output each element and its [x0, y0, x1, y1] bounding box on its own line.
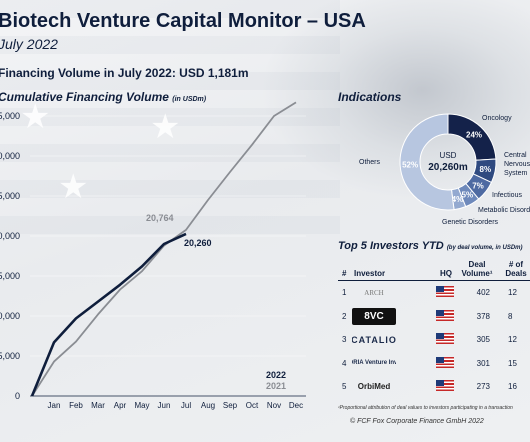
num-deals-value: 12 — [508, 288, 517, 297]
investor-row-2: 2 8VC 378 8 — [338, 305, 530, 329]
flag-background — [0, 0, 340, 250]
investors-table: # Investor HQ Deal Volume¹ # of Deals 1 … — [338, 256, 530, 399]
arch-logo: ARCH — [364, 288, 384, 297]
financing-volume-text: Financing Volume in July 2022: USD 1,181… — [0, 66, 249, 80]
x-tick-label: Feb — [69, 401, 83, 410]
deal-volume-value: 273 — [476, 382, 490, 391]
investor-rank: 1 — [342, 288, 347, 297]
header-investor: Investor — [354, 269, 386, 278]
orbimed-logo: OrbiMed — [357, 382, 391, 391]
y-tick-label: 25,000 — [0, 191, 20, 201]
x-tick-label: Apr — [114, 401, 127, 410]
data-label-2021: 20,764 — [146, 213, 174, 223]
x-tick-label: Jul — [181, 401, 191, 410]
investor-rank: 3 — [342, 335, 347, 344]
investor-row-4: 4 ALEXANDRIA Venture Investments 301 15 — [338, 352, 530, 376]
label-infectious: Infectious — [492, 192, 522, 199]
label-metabolic: Metabolic Disorders — [478, 207, 530, 214]
x-tick-label: Nov — [267, 401, 281, 410]
header-rank: # — [342, 269, 347, 278]
donut-pct-label: 7% — [472, 181, 484, 190]
investor-row-5: 5 OrbiMed 273 16 — [338, 375, 530, 399]
num-deals-value: 15 — [508, 358, 517, 368]
donut-slice-others — [399, 113, 455, 211]
indications-title: Indications — [338, 90, 402, 104]
y-tick-label: 10,000 — [0, 311, 20, 321]
y-tick-label: 0 — [15, 391, 20, 401]
page-subtitle: July 2022 — [0, 36, 58, 52]
cumulative-volume-chart: 0 5,000 10,000 15,000 20,000 25,000 30,000 35,0… — [0, 101, 306, 410]
legend-2021: 2021 — [266, 381, 286, 391]
investors-footnote: ¹Proportional attribution of deal values… — [338, 405, 513, 411]
alexandria-logo: ALEXANDRIA Venture Investments — [352, 360, 396, 366]
data-label-2022: 20,260 — [184, 238, 212, 248]
num-deals-value: 16 — [508, 382, 517, 391]
us-flag-icon — [436, 333, 454, 344]
legend-2022: 2022 — [266, 370, 286, 380]
8vc-logo: 8VC — [352, 307, 396, 325]
x-tick-label: Aug — [201, 401, 215, 410]
cumulative-chart-title-text: Cumulative Financing Volume — [0, 90, 169, 104]
us-flag-icon — [436, 380, 454, 391]
top-investors-title-sub: (by deal volume, in USDm) — [446, 245, 523, 251]
label-cns: Central Nervous System — [504, 152, 530, 177]
investor-rank: 4 — [342, 358, 347, 368]
investor-rank: 5 — [342, 382, 347, 391]
donut-pct-label: 24% — [466, 130, 482, 139]
us-flag-icon — [436, 356, 454, 368]
investor-row-1: 1 ARCH 402 12 — [338, 281, 530, 305]
header-num-deals: # of Deals — [505, 260, 527, 278]
donut-pct-label: 5% — [462, 191, 474, 200]
deal-volume-value: 305 — [476, 335, 490, 344]
indications-donut-chart: 24% 8% 7%5%4% 52% USD 20,260m Oncology Central N… — [359, 113, 530, 226]
num-deals-value: 8 — [508, 311, 513, 321]
header-hq: HQ — [440, 269, 452, 278]
y-tick-label: 35,000 — [0, 111, 20, 121]
x-tick-label: Mar — [91, 401, 105, 410]
star-decoration-2: ★ — [58, 168, 89, 206]
donut-pct-label: 52% — [402, 160, 418, 169]
donut-pct-label: 4% — [452, 195, 464, 204]
label-oncology: Oncology — [482, 115, 512, 122]
investor-rank: 2 — [342, 311, 347, 321]
cumulative-chart-title: Cumulative Financing Volume (in USDm) — [0, 90, 206, 104]
top-investors-title: Top 5 Investors YTD (by deal volume, in … — [338, 240, 523, 252]
label-genetic: Genetic Disorders — [442, 219, 499, 226]
y-tick-label: 15,000 — [0, 271, 20, 281]
cumulative-chart-unit: (in USDm) — [172, 96, 207, 103]
deal-volume-value: 378 — [476, 311, 490, 321]
deal-volume-value: 402 — [476, 288, 490, 297]
page-title: Biotech Venture Capital Monitor – USA — [0, 10, 366, 32]
donut-center-unit: USD — [440, 151, 457, 160]
x-tick-label: May — [134, 401, 149, 410]
x-tick-label: Jan — [48, 401, 61, 410]
x-tick-label: Jun — [158, 401, 171, 410]
series-line-2021 — [31, 101, 297, 397]
x-tick-label: Oct — [246, 401, 259, 410]
series-line-2022 — [30, 232, 187, 397]
donut-center-value: 20,260m — [428, 162, 468, 173]
us-flag-icon — [436, 309, 454, 321]
x-tick-label: Dec — [289, 401, 303, 410]
y-tick-label: 30,000 — [0, 151, 20, 161]
x-tick-label: Sep — [223, 401, 238, 410]
label-others: Others — [359, 159, 381, 166]
num-deals-value: 12 — [508, 335, 517, 344]
y-tick-label: 5,000 — [0, 351, 20, 361]
copyright-text: © FCF Fox Corporate Finance GmbH 2022 — [350, 418, 484, 425]
deal-volume-value: 301 — [476, 358, 490, 368]
us-flag-icon — [436, 286, 454, 297]
y-tick-label: 20,000 — [0, 231, 20, 241]
star-decoration-1: ★ — [20, 98, 51, 136]
top-investors-title-text: Top 5 Investors YTD — [338, 240, 444, 252]
catalio-logo: CATALIO — [352, 334, 396, 345]
donut-pct-label: 8% — [480, 165, 492, 174]
header-deal-volume: Deal Volume¹ — [461, 260, 493, 278]
investors-table-header: # Investor HQ Deal Volume¹ # of Deals — [338, 256, 530, 281]
investor-row-3: 3 CATALIO 305 12 — [338, 328, 530, 352]
